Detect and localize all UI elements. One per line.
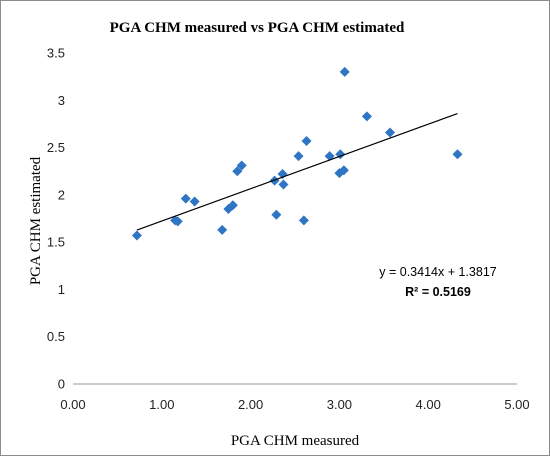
y-tick-label: 3 [58,93,65,108]
x-tick-label: 0.00 [60,397,85,412]
data-point [385,127,396,138]
x-tick-label: 2.00 [238,397,263,412]
trendline [136,112,458,231]
data-point [236,160,247,171]
data-point [180,193,191,204]
x-tick-label: 5.00 [504,397,529,412]
data-point [338,165,349,176]
data-points [131,66,463,241]
data-point [298,215,309,226]
r-squared-label: R² = 0.5169 [405,285,471,299]
data-point [278,179,289,190]
data-point [131,230,142,241]
x-tick-label: 3.00 [327,397,352,412]
data-point [271,209,282,220]
y-tick-label: 2 [58,187,65,202]
y-tick-label: 0 [58,377,65,392]
y-tick-label: 2.5 [47,140,65,155]
y-tick-label: 0.5 [47,329,65,344]
data-point [227,200,238,211]
data-point [217,224,228,235]
y-tick-label: 1.5 [47,235,65,250]
y-axis-title: PGA CHM estimated [28,156,44,285]
chart-title: PGA CHM measured vs PGA CHM estimated [110,20,405,36]
data-point [232,166,243,177]
data-point [189,196,200,207]
x-tick-label: 1.00 [149,397,174,412]
y-tick-label: 1 [58,282,65,297]
data-point [339,66,350,77]
y-axis-ticks: 0 0.5 1 1.5 2 2.5 3 3.5 [47,46,65,392]
data-point [361,111,372,122]
trendline-equation: y = 0.3414x + 1.3817 [379,265,497,279]
data-point [172,216,183,227]
x-axis-ticks: 0.00 1.00 2.00 3.00 4.00 5.00 [60,397,529,412]
data-point [293,151,304,162]
x-axis-title: PGA CHM measured [231,433,360,449]
data-point [452,149,463,160]
y-tick-label: 3.5 [47,46,65,61]
data-point [301,135,312,146]
x-tick-label: 4.00 [416,397,441,412]
